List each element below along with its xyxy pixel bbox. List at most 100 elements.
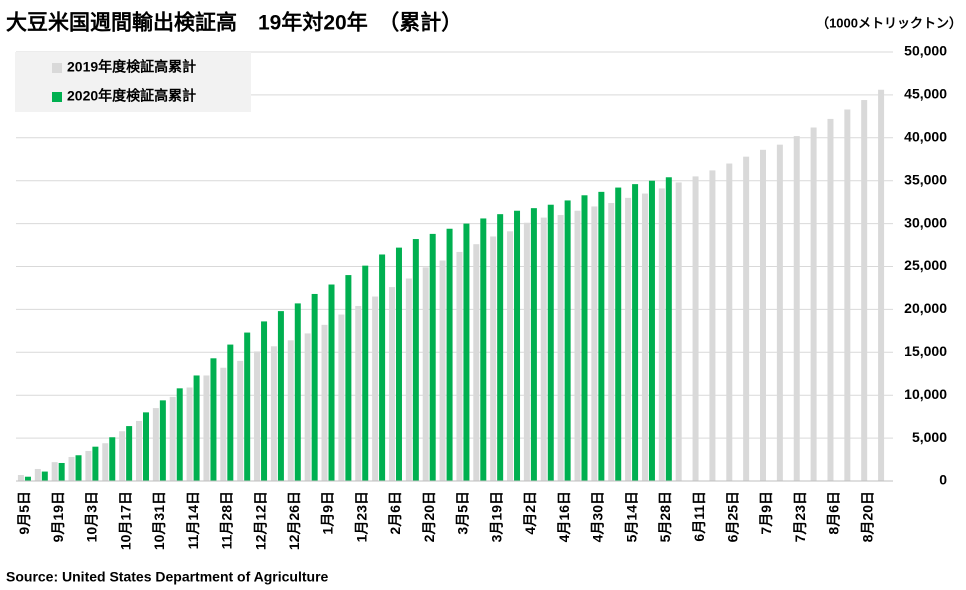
bar: [176, 388, 183, 481]
y-tick-label: 30,000: [904, 214, 947, 230]
bar: [237, 360, 244, 481]
bar: [328, 284, 335, 481]
bar: [379, 254, 386, 481]
x-tick-label: 8月20日: [859, 491, 875, 542]
bar: [557, 215, 564, 481]
y-tick-label: 35,000: [904, 171, 947, 187]
bar: [581, 195, 588, 481]
bar: [540, 217, 547, 481]
bar: [58, 462, 65, 481]
bar: [210, 358, 217, 481]
bar: [514, 210, 521, 482]
chart-title: 大豆米国週間輸出検証高 19年対20年 （累計）: [6, 11, 462, 35]
bar: [625, 197, 632, 482]
bar: [152, 408, 159, 481]
legend: 2019年度検証高累計 2020年度検証高累計: [15, 52, 251, 112]
bar: [490, 236, 497, 481]
x-tick-label: 8月6日: [826, 491, 842, 535]
x-tick-label: 12月12日: [252, 491, 268, 550]
y-tick-label: 10,000: [904, 386, 947, 402]
bar: [277, 311, 284, 481]
bar: [861, 100, 868, 481]
x-tick-label: 10月31日: [151, 491, 167, 550]
bar: [75, 455, 82, 481]
bar: [726, 163, 733, 482]
bar: [126, 426, 133, 481]
legend-label: 2020年度検証高累計: [67, 88, 196, 104]
bar: [743, 156, 750, 481]
bar: [372, 296, 379, 481]
x-tick-label: 3月19日: [488, 491, 504, 542]
y-tick-label: 40,000: [904, 129, 947, 145]
x-tick-label: 7月9日: [758, 491, 774, 535]
bar: [692, 176, 699, 481]
y-tick-label: 45,000: [904, 86, 947, 102]
bar: [92, 446, 99, 481]
bar: [203, 375, 210, 481]
bar: [429, 233, 436, 481]
bar: [34, 468, 41, 481]
bar: [244, 332, 251, 481]
bar: [412, 239, 419, 481]
legend-label: 2019年度検証高累計: [67, 59, 196, 75]
bar: [294, 303, 301, 481]
bar: [51, 462, 58, 481]
bar: [159, 400, 166, 481]
x-tick-label: 1月23日: [353, 491, 369, 542]
bar: [142, 412, 149, 481]
x-tick-label: 11月14日: [185, 491, 201, 549]
legend-swatch: [52, 92, 62, 102]
bar: [641, 193, 648, 481]
x-tick-label: 10月17日: [117, 491, 133, 550]
bar: [615, 187, 622, 481]
x-tick-label: 9月19日: [50, 491, 66, 542]
bar: [810, 127, 817, 481]
bar: [17, 474, 24, 481]
x-tick-label: 4月16日: [556, 491, 572, 542]
bar: [760, 149, 767, 481]
bar: [220, 367, 227, 481]
bar: [507, 231, 514, 481]
bar: [193, 375, 200, 481]
bar: [261, 321, 268, 481]
bar: [598, 191, 605, 481]
bar: [709, 170, 716, 482]
bar: [480, 218, 487, 481]
y-tick-label: 5,000: [912, 429, 947, 445]
bar: [304, 333, 311, 481]
bar: [497, 214, 504, 482]
bar: [395, 247, 402, 481]
x-tick-label: 6月11日: [691, 491, 707, 542]
x-tick-label: 3月5日: [455, 491, 471, 535]
bar: [523, 222, 530, 481]
bar: [793, 136, 800, 482]
bar: [422, 267, 429, 481]
x-tick-label: 6月25日: [724, 491, 740, 542]
y-tick-label: 0: [939, 472, 947, 488]
bar: [439, 260, 446, 481]
legend-swatch: [52, 63, 62, 73]
x-tick-label: 4月30日: [590, 491, 606, 542]
bar: [119, 431, 126, 481]
bar: [321, 324, 328, 481]
x-tick-label: 2月20日: [421, 491, 437, 542]
bar: [446, 228, 453, 481]
bar: [675, 182, 682, 481]
bar: [574, 210, 581, 482]
bar: [109, 437, 116, 481]
x-tick-label: 5月28日: [657, 491, 673, 542]
x-tick-label: 10月3日: [84, 491, 100, 542]
bar: [456, 251, 463, 481]
y-tick-label: 20,000: [904, 300, 947, 316]
bar: [473, 244, 480, 481]
bar: [547, 204, 554, 481]
x-tick-label: 5月14日: [623, 491, 639, 542]
bar: [564, 200, 571, 481]
bar: [463, 223, 470, 481]
bar: [388, 287, 395, 481]
bar: [287, 340, 294, 481]
bar: [591, 206, 598, 481]
bar: [355, 305, 362, 481]
x-tick-label: 11月28日: [219, 491, 235, 549]
bar: [186, 387, 193, 481]
